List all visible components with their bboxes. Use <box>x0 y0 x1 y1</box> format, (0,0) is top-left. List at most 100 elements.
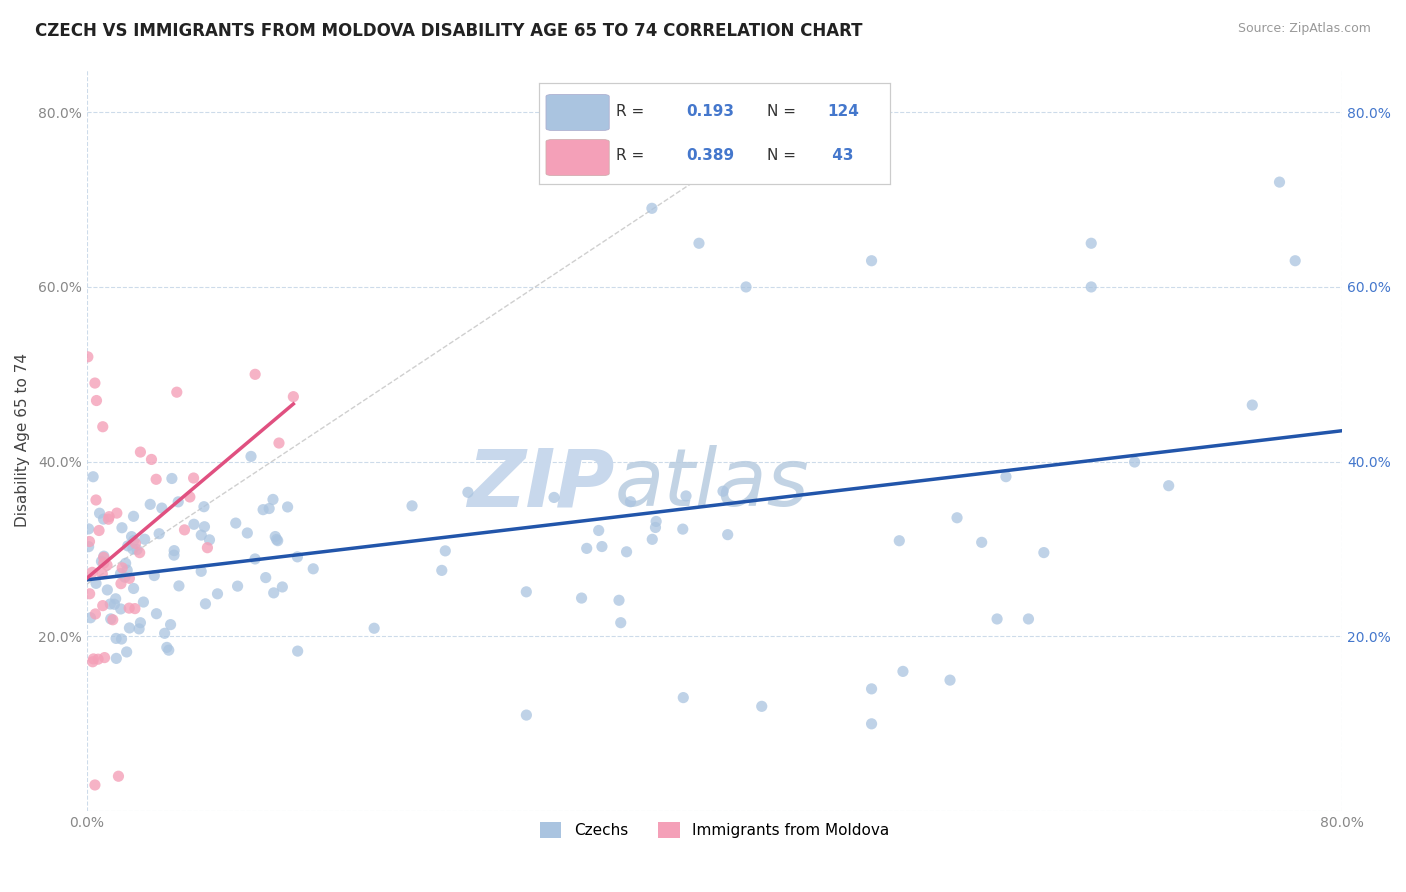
Point <box>96 582 118 597</box>
Point <box>118 621 141 635</box>
Point <box>79 534 101 549</box>
Point <box>77 540 100 554</box>
Point <box>266 533 288 547</box>
Point <box>243 368 266 382</box>
Point <box>970 535 993 549</box>
Point <box>946 510 969 524</box>
Point <box>591 540 613 554</box>
Point <box>82 469 104 483</box>
Point <box>262 492 284 507</box>
Point <box>103 597 125 611</box>
Point <box>430 563 453 577</box>
Point <box>117 539 139 553</box>
Point <box>93 512 115 526</box>
Point <box>86 393 108 408</box>
Point <box>122 582 145 596</box>
Point <box>145 607 167 621</box>
Point <box>121 542 143 557</box>
Point <box>132 595 155 609</box>
Point <box>118 571 141 585</box>
Point <box>121 530 143 544</box>
Point <box>198 533 221 547</box>
Point <box>939 673 962 687</box>
Point <box>1268 175 1291 189</box>
Text: Source: ZipAtlas.com: Source: ZipAtlas.com <box>1237 22 1371 36</box>
Point <box>84 493 107 508</box>
Point <box>97 512 120 526</box>
Point <box>190 565 212 579</box>
Point <box>157 643 180 657</box>
Point <box>610 615 633 630</box>
Point <box>1017 612 1039 626</box>
Point <box>860 253 883 268</box>
Point <box>129 615 152 630</box>
Point <box>271 580 294 594</box>
Point <box>675 489 697 503</box>
Point <box>287 549 309 564</box>
Point <box>1032 545 1054 559</box>
Point <box>115 645 138 659</box>
Point <box>401 499 423 513</box>
Point <box>183 517 205 532</box>
Point <box>225 516 247 530</box>
Point <box>254 571 277 585</box>
Point <box>994 469 1017 483</box>
Point <box>267 533 290 548</box>
Point <box>183 471 205 485</box>
Point <box>1284 253 1306 268</box>
Point <box>263 586 285 600</box>
Point <box>226 579 249 593</box>
Point <box>105 632 128 646</box>
Point <box>93 650 115 665</box>
Point <box>93 550 115 565</box>
Point <box>82 566 104 580</box>
Point <box>193 520 215 534</box>
Point <box>134 532 156 546</box>
Point <box>101 613 124 627</box>
Point <box>82 655 104 669</box>
Point <box>717 527 740 541</box>
Point <box>619 494 641 508</box>
Text: atlas: atlas <box>614 445 808 524</box>
Point <box>128 546 150 560</box>
Point <box>105 651 128 665</box>
Point <box>179 490 201 504</box>
Point <box>93 556 115 570</box>
Point <box>236 526 259 541</box>
Point <box>129 445 152 459</box>
Text: ZIP: ZIP <box>467 445 614 524</box>
Point <box>114 570 136 584</box>
Point <box>89 506 111 520</box>
Point <box>77 522 100 536</box>
Point <box>91 599 114 613</box>
Point <box>141 452 163 467</box>
Point <box>110 566 132 581</box>
Point <box>891 665 914 679</box>
Point <box>167 579 190 593</box>
Point <box>105 506 128 520</box>
Point <box>588 524 610 538</box>
Point <box>571 591 593 605</box>
Point <box>110 602 132 616</box>
Point <box>143 568 166 582</box>
Point <box>641 533 664 547</box>
Point <box>139 497 162 511</box>
Point <box>616 545 638 559</box>
Point <box>115 563 138 577</box>
Point <box>90 554 112 568</box>
Point <box>277 500 299 514</box>
Point <box>84 607 107 621</box>
Y-axis label: Disability Age 65 to 74: Disability Age 65 to 74 <box>15 353 30 527</box>
Point <box>125 542 148 557</box>
Point <box>283 390 305 404</box>
Point <box>167 495 190 509</box>
Point <box>148 526 170 541</box>
Point <box>163 548 186 562</box>
Text: CZECH VS IMMIGRANTS FROM MOLDOVA DISABILITY AGE 65 TO 74 CORRELATION CHART: CZECH VS IMMIGRANTS FROM MOLDOVA DISABIL… <box>35 22 863 40</box>
Point <box>543 491 565 505</box>
Point <box>91 566 114 581</box>
Point <box>128 622 150 636</box>
Point <box>110 576 132 591</box>
Point <box>122 533 145 548</box>
Point <box>76 350 98 364</box>
